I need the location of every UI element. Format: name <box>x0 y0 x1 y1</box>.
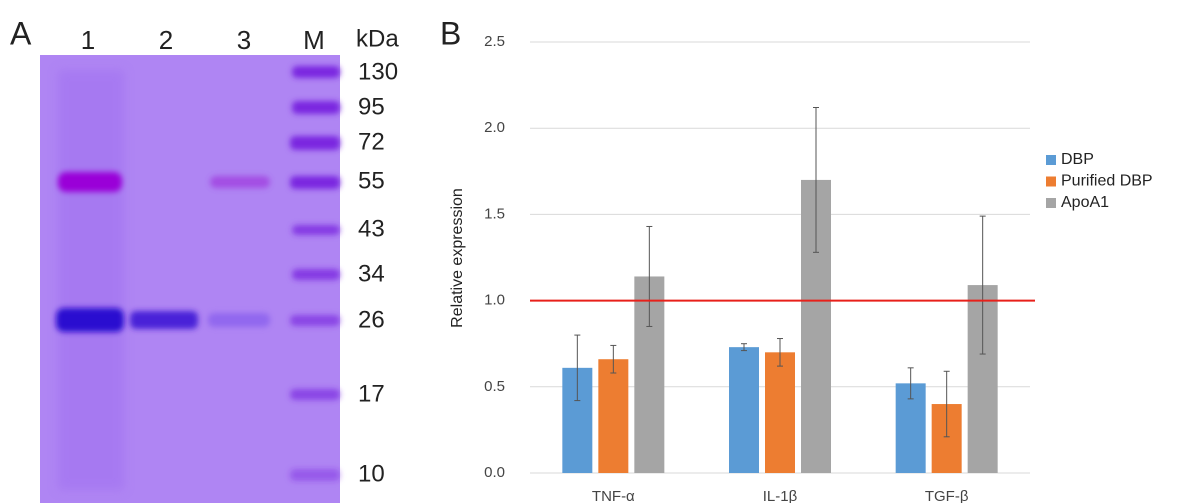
y-tick-label: 2.5 <box>484 33 505 50</box>
band <box>58 172 122 192</box>
panel-label: A <box>10 15 32 51</box>
unit-label: kDa <box>356 25 399 52</box>
page: {"gel": {"label": "A", "lanes": ["1", "2… <box>0 0 1178 503</box>
marker-label: 17 <box>358 380 385 407</box>
band <box>208 313 270 327</box>
panel-label: B <box>440 15 461 51</box>
legend-label: DBP <box>1061 151 1094 168</box>
legend-swatch <box>1046 155 1056 165</box>
y-tick-label: 1.5 <box>484 205 505 222</box>
marker-label: 26 <box>358 306 385 333</box>
marker-label: 10 <box>358 460 385 487</box>
y-tick-label: 0.5 <box>484 378 505 395</box>
lane-label: M <box>303 25 325 55</box>
y-tick-label: 0.0 <box>484 464 505 481</box>
y-tick-label: 2.0 <box>484 119 505 136</box>
y-tick-label: 1.0 <box>484 292 505 309</box>
figure: A 1 2 3 M kDa 130 95 72 55 43 34 26 17 1… <box>0 0 1178 503</box>
marker-label: 130 <box>358 58 398 85</box>
legend-label: Purified DBP <box>1061 173 1153 190</box>
lane-label: 1 <box>81 25 95 55</box>
x-tick-label: IL-1β <box>763 488 798 503</box>
lane-label: 2 <box>159 25 173 55</box>
band <box>130 311 198 329</box>
x-tick-label: TGF-β <box>925 488 969 503</box>
legend-label: ApoA1 <box>1061 194 1109 211</box>
chart: B Relative expression 0.0 0.5 1.0 1.5 2.0 2.5… <box>440 15 1153 503</box>
band <box>210 176 270 188</box>
lane-smear <box>58 70 124 490</box>
gel-panel: A 1 2 3 M kDa 130 95 72 55 43 34 26 17 1… <box>10 15 399 503</box>
band <box>56 308 124 332</box>
lane-label: 3 <box>237 25 251 55</box>
bar <box>729 347 759 473</box>
y-axis-label: Relative expression <box>449 188 466 328</box>
marker-label: 72 <box>358 128 385 155</box>
marker-label: 55 <box>358 167 385 194</box>
x-tick-label: TNF-α <box>592 488 635 503</box>
marker-label: 43 <box>358 215 385 242</box>
bar <box>598 359 628 473</box>
bar <box>765 352 795 473</box>
legend-swatch <box>1046 177 1056 187</box>
marker-label: 95 <box>358 93 385 120</box>
marker-label: 34 <box>358 260 385 287</box>
legend-swatch <box>1046 198 1056 208</box>
